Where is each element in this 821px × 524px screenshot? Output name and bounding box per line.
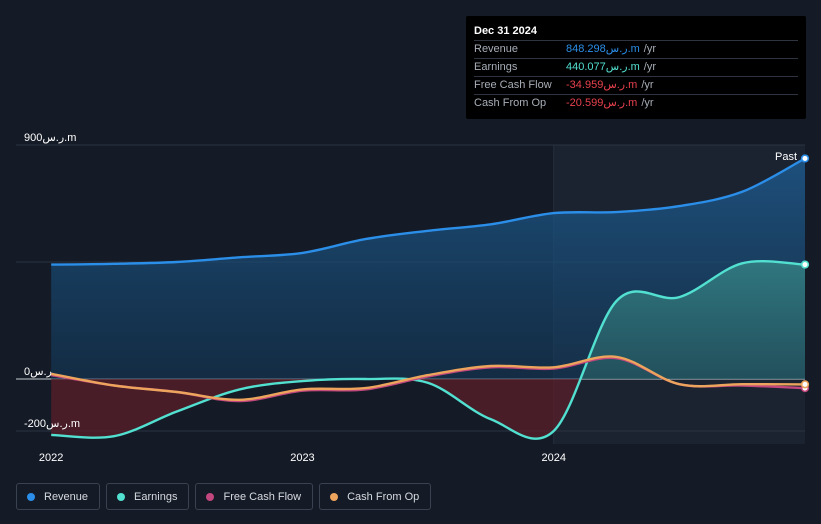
legend-label: Free Cash Flow xyxy=(223,490,302,503)
series-endpoints xyxy=(800,154,810,393)
past-label: Past xyxy=(775,151,797,163)
tooltip-unit: /yr xyxy=(643,43,657,55)
y-tick-label: 0ر.س xyxy=(24,366,52,378)
cfo-line xyxy=(50,355,805,402)
earnings-endpoint xyxy=(800,260,810,269)
tooltip-unit: /yr xyxy=(641,79,654,91)
tooltip-label: Earnings xyxy=(474,61,518,73)
series-lines xyxy=(50,157,805,440)
axis-labels: 900ر.س.m 0ر.س -200ر.س.m 2022 2023 2024 Past xyxy=(24,132,797,464)
tooltip-date: Dec 31 2024 xyxy=(474,25,537,37)
tooltip-row-revenue: Revenue 848.298ر.س.m /yr xyxy=(474,40,798,58)
legend-dot-icon xyxy=(27,492,35,501)
tooltip-row-fcf: Free Cash Flow -34.959ر.س.m /yr xyxy=(474,76,798,94)
legend-dot-icon xyxy=(330,492,339,501)
revenue-line xyxy=(51,157,805,266)
legend-item-revenue[interactable]: Revenue xyxy=(16,483,101,510)
tooltip-unit: /yr xyxy=(643,61,657,73)
legend-item-earnings[interactable]: Earnings xyxy=(106,483,190,510)
tooltip-value: -34.959ر.س.m xyxy=(566,79,638,91)
tooltip-label: Free Cash Flow xyxy=(474,79,552,91)
tooltip-label: Revenue xyxy=(474,43,519,55)
y-tick-label: 900ر.س.m xyxy=(24,132,76,144)
x-tick-label: 2022 xyxy=(39,452,63,464)
legend-item-cash-from-op[interactable]: Cash From Op xyxy=(319,483,432,510)
tooltip-value: 440.077ر.س.m xyxy=(566,61,640,73)
tooltip: Dec 31 2024 Revenue 848.298ر.س.m /yr Ear… xyxy=(466,16,806,119)
legend: Revenue Earnings Free Cash Flow Cash Fro… xyxy=(16,483,432,510)
legend-label: Earnings xyxy=(134,490,178,503)
legend-label: Revenue xyxy=(44,490,89,503)
legend-dot-icon xyxy=(117,492,126,501)
earnings-line xyxy=(51,259,805,440)
cfo-endpoint xyxy=(800,380,810,389)
tooltip-value: 848.298ر.س.m xyxy=(566,43,640,55)
tooltip-row-cfo: Cash From Op -20.599ر.س.m /yr xyxy=(474,94,798,112)
revenue-endpoint xyxy=(800,154,810,163)
legend-label: Cash From Op xyxy=(347,490,420,503)
earnings-area-positive xyxy=(51,261,805,379)
legend-item-free-cash-flow[interactable]: Free Cash Flow xyxy=(195,483,314,510)
tooltip-row-earnings: Earnings 440.077ر.س.m /yr xyxy=(474,58,798,76)
y-tick-label: -200ر.س.m xyxy=(24,418,80,430)
x-tick-label: 2024 xyxy=(541,452,565,464)
tooltip-value: -20.599ر.س.m xyxy=(566,97,638,109)
tooltip-unit: /yr xyxy=(641,97,654,109)
legend-dot-icon xyxy=(206,492,215,501)
x-tick-label: 2023 xyxy=(290,452,314,464)
tooltip-label: Cash From Op xyxy=(474,97,547,109)
